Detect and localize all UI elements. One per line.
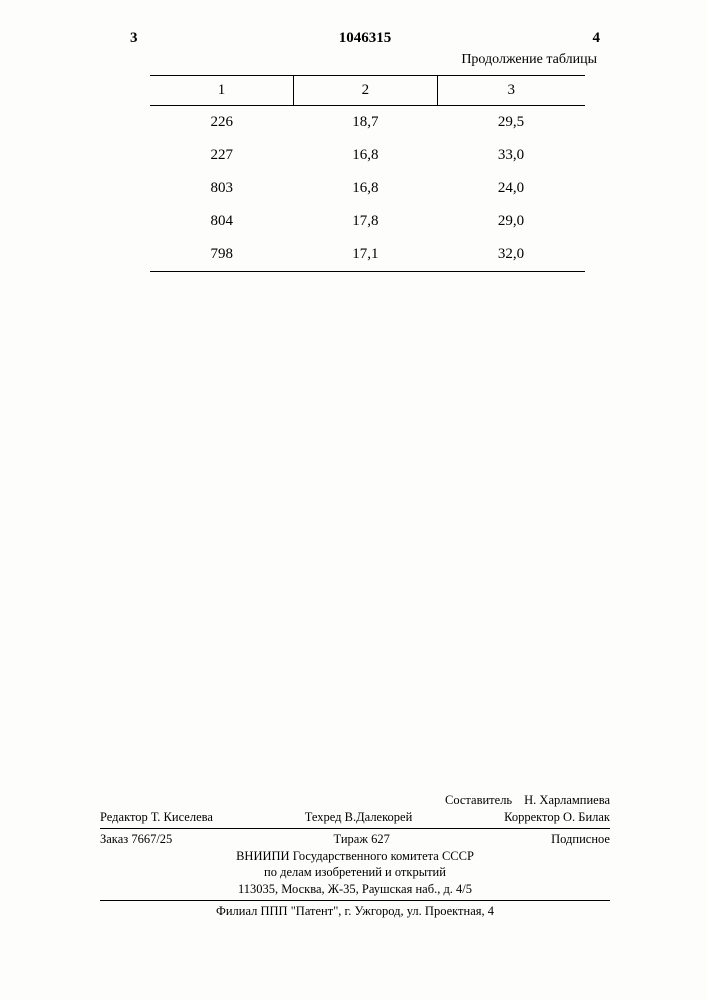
corrector-label: Корректор: [504, 810, 560, 824]
compiler-label: Составитель: [445, 792, 512, 809]
table-header-row: 1 2 3: [150, 76, 585, 106]
cell: 29,0: [437, 205, 585, 238]
col-header-3: 3: [437, 76, 585, 106]
editor-label: Редактор: [100, 810, 148, 824]
cell: 16,8: [294, 139, 438, 172]
table-row: 227 16,8 33,0: [150, 139, 585, 172]
cell: 17,1: [294, 238, 438, 272]
cell: 18,7: [294, 106, 438, 140]
corrector-name: О. Билак: [563, 810, 610, 824]
cell: 226: [150, 106, 294, 140]
footer-credits-line: Редактор Т. Киселева Техред В.Далекорей …: [100, 809, 610, 826]
tirazh-label: Тираж: [334, 832, 368, 846]
order-value: 7667/25: [131, 832, 172, 846]
table-row: 803 16,8 24,0: [150, 172, 585, 205]
footer-rule-2: [100, 900, 610, 901]
table-caption: Продолжение таблицы: [461, 52, 597, 68]
editor-name: Т. Киселева: [151, 810, 213, 824]
cell: 803: [150, 172, 294, 205]
tirazh-value: 627: [371, 832, 390, 846]
cell: 798: [150, 238, 294, 272]
subscription: Подписное: [551, 831, 610, 848]
footer-block: Составитель Н. Харлампиева Редактор Т. К…: [100, 792, 610, 920]
left-page-num: 3: [130, 30, 138, 47]
footer-org-2: по делам изобретений и открытий: [100, 864, 610, 881]
footer-compiler-line: Составитель Н. Харлампиева: [100, 792, 610, 809]
table-row: 226 18,7 29,5: [150, 106, 585, 140]
footer-branch: Филиал ППП "Патент", г. Ужгород, ул. Про…: [100, 903, 610, 920]
col-header-2: 2: [294, 76, 438, 106]
right-page-num: 4: [593, 30, 601, 47]
cell: 33,0: [437, 139, 585, 172]
tehred-label: Техред: [305, 810, 342, 824]
cell: 29,5: [437, 106, 585, 140]
cell: 16,8: [294, 172, 438, 205]
cell: 804: [150, 205, 294, 238]
footer-address: 113035, Москва, Ж-35, Раушская наб., д. …: [100, 881, 610, 898]
footer-org-1: ВНИИПИ Государственного комитета СССР: [100, 848, 610, 865]
tehred-name: В.Далекорей: [345, 810, 413, 824]
footer-rule-1: [100, 828, 610, 829]
table-row: 804 17,8 29,0: [150, 205, 585, 238]
cell: 17,8: [294, 205, 438, 238]
doc-number: 1046315: [339, 30, 392, 47]
data-table: 1 2 3 226 18,7 29,5 227 16,8 33,0 803 16…: [150, 75, 585, 272]
cell: 227: [150, 139, 294, 172]
col-header-1: 1: [150, 76, 294, 106]
footer-order-line: Заказ 7667/25 Тираж 627 Подписное: [100, 831, 610, 848]
order-label: Заказ: [100, 832, 128, 846]
cell: 32,0: [437, 238, 585, 272]
compiler-name: Н. Харлампиева: [524, 792, 610, 809]
page-header: 3 1046315 4: [130, 30, 600, 47]
cell: 24,0: [437, 172, 585, 205]
table-row: 798 17,1 32,0: [150, 238, 585, 272]
